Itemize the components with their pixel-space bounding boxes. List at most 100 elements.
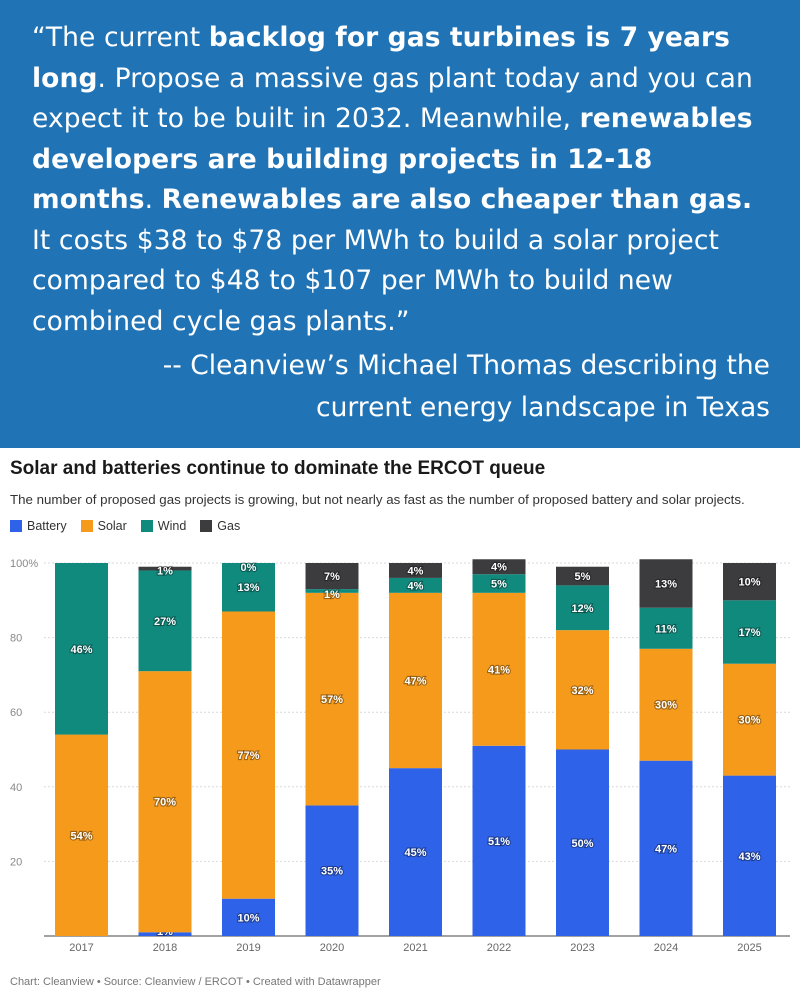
chart-panel: 20 40 60 80 100% 0% 54% 46% 2017 1% 70% 27% 1% 2018 10… xyxy=(0,448,800,1000)
attribution-line-2: current energy landscape in Texas xyxy=(316,392,770,423)
quote-attribution: -- Cleanview’s Michael Thomas describing… xyxy=(70,345,770,429)
data-label-wind-2017: 46% xyxy=(70,644,92,656)
data-label-battery-2022: 51% xyxy=(488,836,510,848)
legend-swatch-solar xyxy=(80,520,93,532)
data-label-battery-2024: 47% xyxy=(655,843,677,855)
legend-item-solar: Solar xyxy=(80,519,127,533)
bar-wind-2018 xyxy=(138,570,192,672)
data-label-wind-2018: 27% xyxy=(154,616,176,628)
y-tick-label: 80 xyxy=(10,633,22,645)
data-label-gas-2025: 10% xyxy=(738,577,760,589)
data-label-battery-2023: 50% xyxy=(571,838,593,850)
quote-segment: . xyxy=(144,184,162,215)
bar-gas-2024 xyxy=(639,559,693,608)
y-tick-label: 100% xyxy=(10,558,38,570)
x-tick-label: 2021 xyxy=(403,942,427,954)
chart-plot: 20 40 60 80 100% 0% 54% 46% 2017 1% 70% 27% 1% 2018 10… xyxy=(10,558,790,954)
data-label-gas-2018: 1% xyxy=(157,566,173,578)
bar-wind-2023 xyxy=(556,585,609,631)
data-label-gas-2024: 13% xyxy=(655,579,677,591)
x-tick-label: 2023 xyxy=(570,942,594,954)
x-tick-label: 2019 xyxy=(236,942,260,954)
quote-segment: “The current xyxy=(32,22,209,53)
bar-gas-2018 xyxy=(138,566,192,571)
data-label-wind-2023: 12% xyxy=(571,603,593,615)
data-label-wind-2024: 11% xyxy=(655,623,677,635)
bar-battery-2019 xyxy=(222,898,275,936)
bar-wind-2019 xyxy=(222,563,275,612)
data-label-wind-2021: 4% xyxy=(408,580,424,592)
bar-battery-2020 xyxy=(305,805,359,936)
bar-battery-2023 xyxy=(556,749,609,936)
legend-label-gas: Gas xyxy=(217,519,241,533)
data-label-solar-2018: 70% xyxy=(154,797,176,809)
bar-solar-2025 xyxy=(723,663,776,776)
data-label-wind-2020: 1% xyxy=(324,589,340,601)
y-tick-label: 60 xyxy=(10,707,22,719)
bar-gas-2025 xyxy=(723,563,776,601)
bar-battery-2025 xyxy=(723,775,776,936)
x-tick-label: 2017 xyxy=(69,942,93,954)
legend-label-battery: Battery xyxy=(27,519,67,533)
bar-wind-2024 xyxy=(639,607,693,649)
bar-solar-2019 xyxy=(222,611,275,899)
legend-swatch-gas xyxy=(200,520,213,532)
x-tick-label: 2025 xyxy=(737,942,761,954)
bar-solar-2017 xyxy=(55,734,108,936)
chart-subtitle: The number of proposed gas projects is g… xyxy=(10,492,745,507)
x-tick-label: 2024 xyxy=(654,942,678,954)
bar-gas-2022 xyxy=(472,559,526,575)
y-tick-label: 40 xyxy=(10,782,22,794)
quote-segment: backlog for gas turbines is 7 years long xyxy=(32,22,731,94)
x-tick-label: 2018 xyxy=(153,942,177,954)
data-label-gas-2022: 4% xyxy=(491,562,507,574)
legend-item-gas: Gas xyxy=(200,519,240,533)
attribution-line-1: -- Cleanview’s Michael Thomas describing… xyxy=(162,350,770,381)
legend-swatch-wind xyxy=(140,520,153,532)
data-label-gas-2020: 7% xyxy=(324,571,340,583)
bar-gas-2023 xyxy=(556,566,609,586)
bar-solar-2024 xyxy=(639,648,693,761)
bar-wind-2022 xyxy=(472,574,526,593)
quote-panel: “The current backlog for gas turbines is… xyxy=(0,0,800,448)
data-label-wind-2022: 5% xyxy=(491,579,507,591)
bar-solar-2018 xyxy=(138,671,192,933)
legend-swatch-battery xyxy=(10,520,22,532)
bar-wind-2020 xyxy=(305,589,359,593)
bar-solar-2022 xyxy=(472,592,526,746)
data-label-solar-2025: 30% xyxy=(738,715,760,727)
y-tick-label: 20 xyxy=(10,856,22,868)
quote-segment: It costs $38 to $78 per MWh to build a s… xyxy=(32,224,719,337)
bar-wind-2021 xyxy=(389,577,442,593)
data-label-wind-2019: 13% xyxy=(237,582,259,594)
quote-text: “The current backlog for gas turbines is… xyxy=(32,18,777,342)
quote-segment: Renewables are also cheaper than gas. xyxy=(161,184,753,215)
bar-wind-2025 xyxy=(723,600,776,664)
bar-battery-2021 xyxy=(389,768,442,936)
bar-solar-2023 xyxy=(556,630,609,750)
bar-battery-2024 xyxy=(639,760,693,936)
data-label-solar-2024: 30% xyxy=(655,700,677,712)
bar-solar-2020 xyxy=(305,592,359,806)
x-tick-label: 2020 xyxy=(320,942,344,954)
legend-item-wind: Wind xyxy=(140,519,187,533)
x-tick-label: 2022 xyxy=(487,942,511,954)
data-label-battery-2019: 10% xyxy=(237,912,259,924)
legend-label-solar: Solar xyxy=(97,519,127,533)
data-label-battery-2025: 43% xyxy=(738,851,760,863)
quote-segment: renewables developers are building proje… xyxy=(32,103,753,215)
data-label-solar-2019: 77% xyxy=(237,750,259,762)
data-label-solar-2021: 47% xyxy=(404,675,426,687)
bar-gas-2020 xyxy=(305,563,359,590)
bar-battery-2018 xyxy=(138,932,192,936)
data-label-wind-2025: 17% xyxy=(738,627,760,639)
data-label-gas-2019: 0% xyxy=(241,562,257,574)
chart-footer: Chart: Cleanview • Source: Cleanview / E… xyxy=(10,976,381,988)
data-label-solar-2020: 57% xyxy=(321,694,343,706)
legend-label-wind: Wind xyxy=(157,519,187,533)
data-label-solar-2022: 41% xyxy=(488,664,510,676)
data-label-battery-2020: 35% xyxy=(321,866,343,878)
chart-title: Solar and batteries continue to dominate… xyxy=(10,458,546,479)
data-label-solar-2017: 54% xyxy=(70,830,92,842)
data-label-gas-2021: 4% xyxy=(408,565,424,577)
